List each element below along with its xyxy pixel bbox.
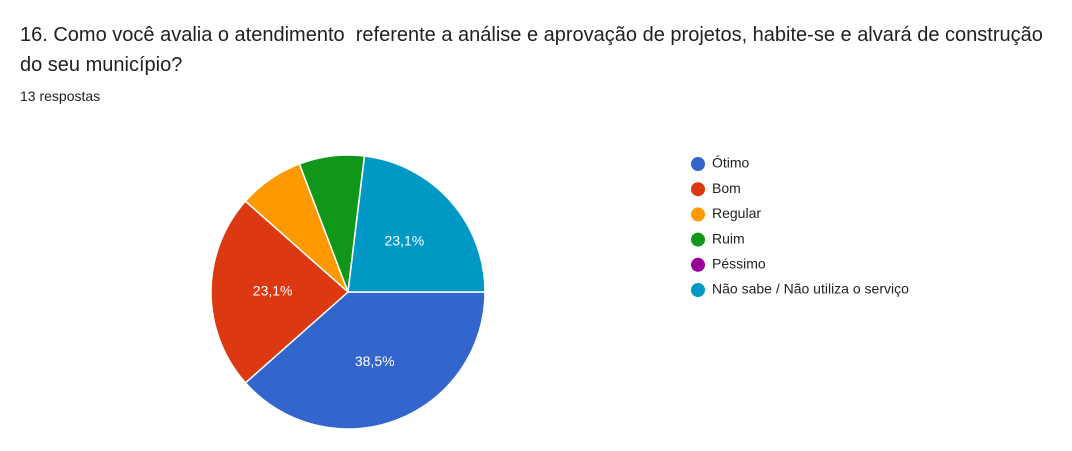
- pie-slice: [210, 200, 350, 384]
- data-label: 23,1%: [385, 233, 425, 249]
- legend-label: Ruim: [712, 230, 745, 246]
- legend-swatch: [691, 157, 705, 171]
- legend-swatch: [691, 207, 705, 222]
- legend-swatch: [691, 232, 705, 247]
- pie-slice: [347, 155, 486, 293]
- response-count: 13 respostas: [20, 88, 101, 104]
- legend-label: Bom: [712, 180, 741, 196]
- data-label: 23,1%: [253, 283, 293, 299]
- data-label: 38,5%: [355, 353, 395, 369]
- pie-slice: [244, 291, 486, 430]
- legend-label: Regular: [712, 205, 761, 221]
- legend-label: Ótimo: [712, 155, 750, 171]
- legend-label: Péssimo: [712, 256, 766, 272]
- legend-swatch: [691, 283, 705, 297]
- legend-swatch: [691, 257, 705, 272]
- chart-title: 16. Como você avalia o atendimento refer…: [20, 24, 1049, 76]
- legend-swatch: [691, 182, 705, 197]
- legend-label: Não sabe / Não utiliza o serviço: [712, 281, 909, 297]
